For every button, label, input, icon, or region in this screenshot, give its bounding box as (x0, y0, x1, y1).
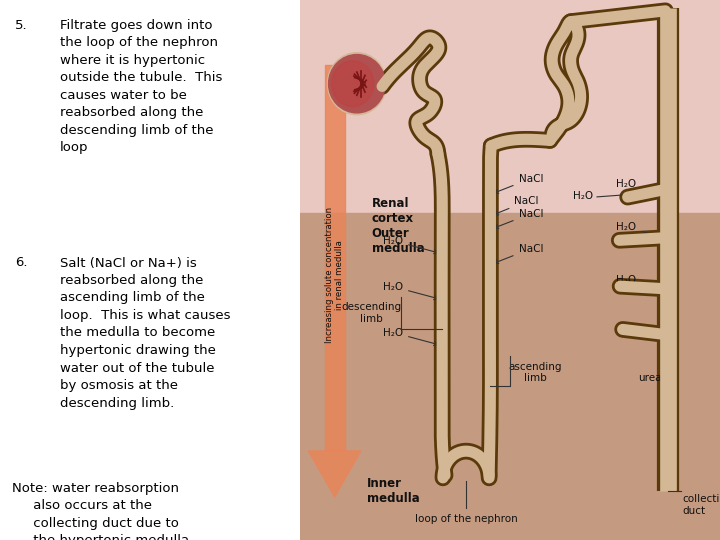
Text: H₂O: H₂O (383, 281, 438, 300)
Text: Note: water reabsorption
     also occurs at the
     collecting duct due to
   : Note: water reabsorption also occurs at … (12, 482, 189, 540)
Text: descending
limb: descending limb (341, 302, 402, 324)
Text: NaCl: NaCl (494, 196, 539, 215)
Text: Outer
medulla: Outer medulla (372, 227, 424, 255)
Text: NaCl: NaCl (494, 208, 543, 228)
Text: 6.: 6. (15, 256, 27, 269)
Text: H₂O: H₂O (616, 222, 664, 239)
Text: H₂O: H₂O (616, 179, 664, 195)
Text: loop of the nephron: loop of the nephron (415, 515, 518, 524)
Text: Increasing solute concentration
in renal medulla: Increasing solute concentration in renal… (325, 207, 344, 343)
Text: H₂O: H₂O (383, 327, 438, 346)
Text: collecting
duct: collecting duct (683, 494, 720, 516)
Bar (300, 0, 720, 213)
Polygon shape (308, 451, 361, 497)
Text: NaCl: NaCl (494, 244, 543, 264)
Ellipse shape (328, 52, 387, 115)
Text: Filtrate goes down into
the loop of the nephron
where it is hypertonic
outside t: Filtrate goes down into the loop of the … (60, 19, 222, 154)
Bar (300, 213, 720, 540)
Text: Inner
medulla: Inner medulla (366, 477, 419, 505)
Polygon shape (325, 65, 345, 451)
Text: Salt (NaCl or Na+) is
reabsorbed along the
ascending limb of the
loop.  This is : Salt (NaCl or Na+) is reabsorbed along t… (60, 256, 230, 409)
Text: H₂O: H₂O (383, 235, 438, 254)
Text: ascending
limb: ascending limb (508, 362, 562, 383)
Text: Renal
cortex: Renal cortex (372, 197, 414, 225)
Text: 5.: 5. (15, 19, 27, 32)
Text: H₂O: H₂O (616, 275, 664, 292)
Text: urea: urea (638, 373, 667, 386)
Ellipse shape (332, 60, 374, 107)
Text: NaCl: NaCl (494, 173, 543, 193)
Text: H₂O: H₂O (573, 191, 593, 201)
Ellipse shape (328, 55, 385, 113)
